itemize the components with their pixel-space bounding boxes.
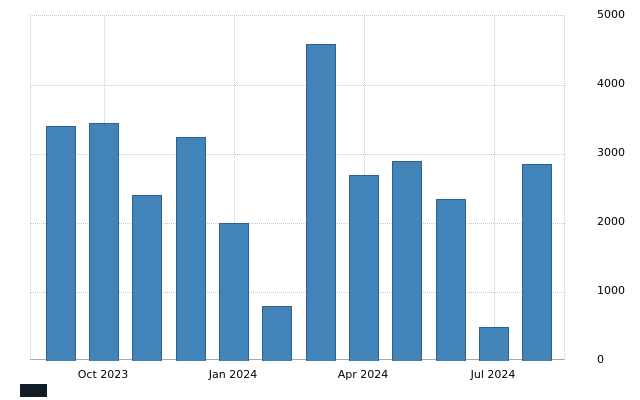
bar-nov-2023 [132,195,163,361]
y-tick-label: 1000 [597,284,625,297]
y-tick-label: 0 [597,353,604,366]
x-tick-label: Jul 2024 [470,368,516,381]
bar-sep-2023 [45,126,76,361]
bar-apr-2024 [349,174,379,361]
x-tick-label: Jan 2024 [208,368,258,381]
gridline-vertical [234,16,235,359]
gridline-horizontal [31,223,564,224]
y-tick-label: 2000 [597,215,625,228]
gridline-horizontal [31,85,564,86]
plot-area [30,15,565,361]
y-tick-label: 5000 [597,8,625,21]
bar-dec-2023 [175,136,206,361]
bar-may-2024 [392,160,423,361]
bar-aug-2024 [522,164,553,361]
bar-jan-2024 [219,223,249,361]
gridline-vertical [494,16,495,359]
bar-mar-2024 [305,43,336,361]
bar-jun-2024 [435,198,466,361]
y-tick-label: 3000 [597,146,625,159]
gridline-horizontal [31,292,564,293]
x-tick-label: Apr 2024 [337,368,389,381]
bar-feb-2024 [262,305,293,361]
logo-mark [20,384,47,397]
gridline-horizontal [31,154,564,155]
x-tick-label: Oct 2023 [77,368,129,381]
bar-jul-2024 [479,326,509,361]
y-tick-label: 4000 [597,77,625,90]
bar-oct-2023 [89,122,119,361]
